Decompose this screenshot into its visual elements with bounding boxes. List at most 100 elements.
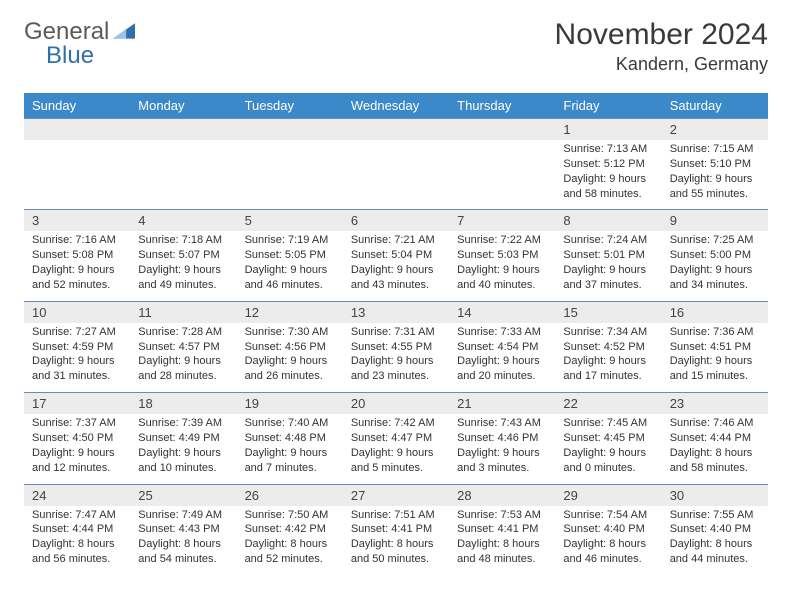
day-info-line: Sunrise: 7:37 AM	[32, 416, 122, 431]
day-cell	[24, 140, 130, 210]
day-cell: Sunrise: 7:15 AMSunset: 5:10 PMDaylight:…	[662, 140, 768, 210]
day-cell: Sunrise: 7:45 AMSunset: 4:45 PMDaylight:…	[555, 414, 661, 484]
day-cell: Sunrise: 7:43 AMSunset: 4:46 PMDaylight:…	[449, 414, 555, 484]
day-info-line: Sunrise: 7:43 AM	[457, 416, 547, 431]
day-cell: Sunrise: 7:31 AMSunset: 4:55 PMDaylight:…	[343, 323, 449, 393]
day-cell: Sunrise: 7:50 AMSunset: 4:42 PMDaylight:…	[237, 506, 343, 575]
day-number: 25	[130, 484, 236, 506]
weekday-header: Monday	[130, 93, 236, 119]
day-cell: Sunrise: 7:24 AMSunset: 5:01 PMDaylight:…	[555, 231, 661, 301]
day-info-line: and 5 minutes.	[351, 461, 441, 476]
day-info-line: Sunrise: 7:53 AM	[457, 508, 547, 523]
day-number	[237, 119, 343, 141]
day-info-line: Sunrise: 7:18 AM	[138, 233, 228, 248]
day-info-line: Daylight: 9 hours	[670, 354, 760, 369]
day-cell	[130, 140, 236, 210]
day-number: 10	[24, 301, 130, 323]
day-info-line: Sunset: 4:41 PM	[457, 522, 547, 537]
day-number: 12	[237, 301, 343, 323]
day-info-line: and 10 minutes.	[138, 461, 228, 476]
day-info-line: Sunset: 4:54 PM	[457, 340, 547, 355]
day-info-line: Sunrise: 7:24 AM	[563, 233, 653, 248]
day-info-line: and 56 minutes.	[32, 552, 122, 567]
day-number-row: 12	[24, 119, 768, 141]
day-info-line: and 31 minutes.	[32, 369, 122, 384]
day-number: 1	[555, 119, 661, 141]
day-info-line: Daylight: 8 hours	[563, 537, 653, 552]
day-cell: Sunrise: 7:42 AMSunset: 4:47 PMDaylight:…	[343, 414, 449, 484]
day-number: 15	[555, 301, 661, 323]
day-info-line: Sunrise: 7:31 AM	[351, 325, 441, 340]
day-info-line: Sunrise: 7:42 AM	[351, 416, 441, 431]
day-info-line: Daylight: 9 hours	[245, 263, 335, 278]
day-info-line: Sunset: 4:47 PM	[351, 431, 441, 446]
day-info-line: Daylight: 9 hours	[351, 354, 441, 369]
day-info-line: Sunrise: 7:51 AM	[351, 508, 441, 523]
day-info-line: Sunset: 4:42 PM	[245, 522, 335, 537]
day-cell: Sunrise: 7:53 AMSunset: 4:41 PMDaylight:…	[449, 506, 555, 575]
day-info-line: Daylight: 9 hours	[563, 172, 653, 187]
day-number: 21	[449, 393, 555, 415]
day-info-line: Sunset: 4:55 PM	[351, 340, 441, 355]
day-info-line: and 40 minutes.	[457, 278, 547, 293]
day-info-line: Daylight: 8 hours	[670, 537, 760, 552]
day-info-line: Daylight: 9 hours	[563, 354, 653, 369]
day-number: 5	[237, 210, 343, 232]
day-number-row: 3456789	[24, 210, 768, 232]
day-number: 13	[343, 301, 449, 323]
weekday-header: Tuesday	[237, 93, 343, 119]
day-info-line: Daylight: 8 hours	[670, 446, 760, 461]
day-number: 30	[662, 484, 768, 506]
day-cell: Sunrise: 7:36 AMSunset: 4:51 PMDaylight:…	[662, 323, 768, 393]
day-info-line: Sunrise: 7:28 AM	[138, 325, 228, 340]
day-cell: Sunrise: 7:21 AMSunset: 5:04 PMDaylight:…	[343, 231, 449, 301]
day-info-line: Daylight: 8 hours	[245, 537, 335, 552]
day-info-line: Sunset: 4:50 PM	[32, 431, 122, 446]
day-cell: Sunrise: 7:34 AMSunset: 4:52 PMDaylight:…	[555, 323, 661, 393]
day-info-line: Sunset: 5:01 PM	[563, 248, 653, 263]
day-info-line: and 49 minutes.	[138, 278, 228, 293]
day-info-line: Sunrise: 7:15 AM	[670, 142, 760, 157]
day-cell: Sunrise: 7:18 AMSunset: 5:07 PMDaylight:…	[130, 231, 236, 301]
day-info-line: Sunset: 4:40 PM	[563, 522, 653, 537]
day-info-line: Sunrise: 7:40 AM	[245, 416, 335, 431]
day-info-line: Daylight: 9 hours	[351, 263, 441, 278]
day-info-line: Sunrise: 7:33 AM	[457, 325, 547, 340]
day-number: 2	[662, 119, 768, 141]
day-info-line: and 46 minutes.	[563, 552, 653, 567]
day-info-line: Daylight: 9 hours	[563, 446, 653, 461]
day-cell	[343, 140, 449, 210]
day-content-row: Sunrise: 7:16 AMSunset: 5:08 PMDaylight:…	[24, 231, 768, 301]
day-cell	[237, 140, 343, 210]
day-number	[449, 119, 555, 141]
triangle-icon	[113, 21, 135, 43]
day-info-line: and 48 minutes.	[457, 552, 547, 567]
day-info-line: Daylight: 9 hours	[457, 446, 547, 461]
day-info-line: Sunset: 5:07 PM	[138, 248, 228, 263]
day-info-line: Daylight: 9 hours	[245, 446, 335, 461]
weekday-header: Wednesday	[343, 93, 449, 119]
day-cell: Sunrise: 7:46 AMSunset: 4:44 PMDaylight:…	[662, 414, 768, 484]
day-info-line: and 50 minutes.	[351, 552, 441, 567]
location: Kandern, Germany	[555, 54, 768, 75]
title-block: November 2024 Kandern, Germany	[555, 18, 768, 75]
day-cell: Sunrise: 7:28 AMSunset: 4:57 PMDaylight:…	[130, 323, 236, 393]
day-content-row: Sunrise: 7:47 AMSunset: 4:44 PMDaylight:…	[24, 506, 768, 575]
day-number: 6	[343, 210, 449, 232]
day-info-line: Sunrise: 7:36 AM	[670, 325, 760, 340]
day-info-line: Sunrise: 7:25 AM	[670, 233, 760, 248]
day-info-line: Sunset: 4:51 PM	[670, 340, 760, 355]
day-info-line: Sunset: 5:04 PM	[351, 248, 441, 263]
day-info-line: Daylight: 9 hours	[563, 263, 653, 278]
day-number-row: 24252627282930	[24, 484, 768, 506]
logo-line2: Blue	[24, 42, 94, 70]
day-number: 29	[555, 484, 661, 506]
day-info-line: Sunrise: 7:54 AM	[563, 508, 653, 523]
day-info-line: Sunrise: 7:55 AM	[670, 508, 760, 523]
day-number: 18	[130, 393, 236, 415]
day-number: 22	[555, 393, 661, 415]
day-info-line: and 7 minutes.	[245, 461, 335, 476]
day-cell: Sunrise: 7:47 AMSunset: 4:44 PMDaylight:…	[24, 506, 130, 575]
day-info-line: and 43 minutes.	[351, 278, 441, 293]
day-cell	[449, 140, 555, 210]
